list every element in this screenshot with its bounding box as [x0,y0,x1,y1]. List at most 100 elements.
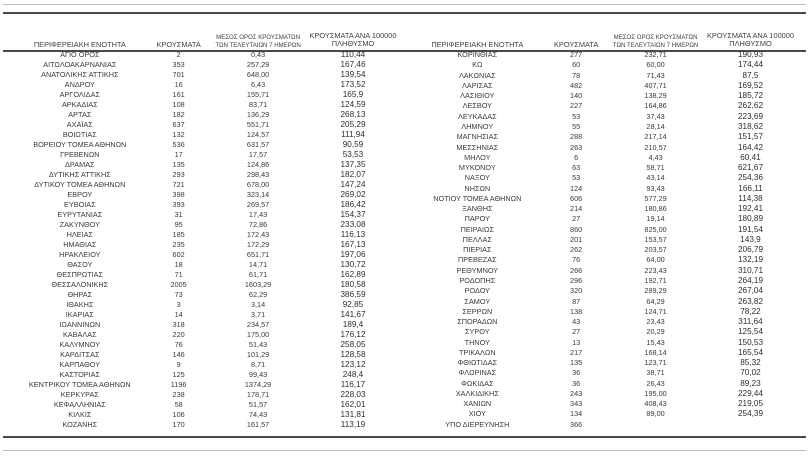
cases-cell: 393 [172,200,185,209]
per100k-cell: 113,19 [340,420,366,429]
regional-table-left: ΠΕΡΙΦΕΡΕΙΑΚΗ ΕΝΟΤΗΤΑ ΚΡΟΥΣΜΑΤΑ ΜΕΣΟΣ ΟΡΟ… [12,14,400,430]
avg7-cell: 71,43 [646,70,665,80]
per100k-cell: 151,57 [737,132,764,142]
table-row: ΣΠΟΡΑΔΩΝ 43 23,43 311,64 [410,317,798,327]
header-cases: ΚΡΟΥΣΜΑΤΑ [553,40,599,49]
avg7-cell: 217,14 [644,132,667,142]
avg7-cell: 93,43 [646,183,665,193]
per100k-cell: 205,29 [340,120,366,129]
avg7-cell: 51,43 [248,340,268,349]
cases-cell: 536 [172,140,185,149]
table-row: ΜΕΣΣΗΝΙΑΣ 263 210,57 164,42 [410,142,798,152]
per100k-cell: 167,46 [340,60,366,69]
avg7-cell: 37,43 [646,111,665,121]
cases-cell: 108 [172,100,185,109]
table-row: ΛΕΣΒΟΥ 227 164,86 262,62 [410,101,798,111]
cases-cell: 262 [570,245,583,255]
table-row: ΚΕΦΑΛΛΗΝΙΑΣ 58 51,57 162,01 [12,400,400,410]
per100k-cell: 123,12 [340,360,366,369]
cases-cell: 220 [172,330,185,339]
region-cell: ΚΩ [472,60,483,70]
avg7-cell: 3,14 [250,300,266,309]
avg7-cell: 407,71 [644,80,667,90]
cases-cell: 201 [570,234,583,244]
per100k-cell: 254,36 [737,173,764,183]
per100k-cell: 162,89 [340,270,366,279]
avg7-cell: 192,71 [644,275,667,285]
per100k-cell: 124,59 [340,100,366,109]
cases-cell: 140 [570,91,583,101]
cases-cell: 78 [572,70,581,80]
region-cell: ΝΗΣΩΝ [464,183,491,193]
region-cell: ΠΙΕΡΙΑΣ [463,245,492,255]
region-cell: ΜΕΣΣΗΝΙΑΣ [456,142,499,152]
table-row: ΕΥΡΥΤΑΝΙΑΣ 31 17,43 154,37 [12,210,400,220]
avg7-cell: 825,00 [644,224,667,234]
table-row: ΔΥΤΙΚΟΥ ΤΟΜΕΑ ΑΘΗΝΩΝ 721 678,00 147,24 [12,180,400,190]
avg7-cell: 51,57 [248,400,268,409]
cases-cell: 217 [570,347,583,357]
table-row: ΑΙΤΩΛΟΑΚΑΡΝΑΝΙΑΣ 353 257,29 167,46 [12,60,400,70]
cases-cell: 138 [570,306,583,316]
cases-cell: 343 [570,399,583,409]
table-body-left: ΑΓΙΟ ΟΡΟΣ 2 0,43 110,44 ΑΙΤΩΛΟΑΚΑΡΝΑΝΙΑΣ 353 2… [12,50,400,430]
table-row: ΦΛΩΡΙΝΑΣ 36 38,71 70,02 [410,368,798,378]
region-cell: ΑΡΚΑΔΙΑΣ [61,100,98,109]
per100k-cell: 85,32 [740,358,761,368]
per100k-cell: 53,53 [342,150,364,159]
region-cell: ΒΟΡΕΙΟΥ ΤΟΜΕΑ ΑΘΗΝΩΝ [33,140,127,149]
per100k-cell: 165,54 [737,347,764,357]
table-row: ΛΑΚΩΝΙΑΣ 78 71,43 87,5 [410,71,798,81]
per100k-cell: 233,08 [340,220,366,229]
cases-cell: 227 [570,101,583,111]
bottom-thick-rule [3,436,806,438]
cases-cell: 238 [172,390,185,399]
per100k-cell: 258,05 [340,340,366,349]
per100k-cell: 92,85 [342,300,364,309]
region-cell: ΘΑΣΟΥ [67,260,93,269]
per100k-cell: 264,19 [737,275,764,285]
header-underline [3,50,806,52]
header-avg7-line2: ΤΩΝ ΤΕΛΕΥΤΑΙΩΝ 7 ΗΜΕΡΩΝ [612,41,699,49]
per100k-cell: 141,67 [340,310,366,319]
cases-cell: 18 [174,260,183,269]
cases-cell: 135 [570,358,583,368]
region-cell: ΚΕΦΑΛΛΗΝΙΑΣ [53,400,106,409]
per100k-cell [704,420,797,430]
avg7-cell: 28,14 [646,121,665,131]
avg7-cell: 203,57 [644,245,667,255]
table-row: ΚΕΡΚΥΡΑΣ 238 178,71 228,03 [12,390,400,400]
avg7-cell: 232,71 [644,50,667,60]
region-cell: ΙΚΑΡΙΑΣ [65,310,94,319]
per100k-cell: 111,94 [341,130,365,139]
region-cell: ΚΕΝΤΡΙΚΟΥ ΤΟΜΕΑ ΑΘΗΝΩΝ [28,380,131,389]
cases-cell: 71 [174,270,183,279]
region-cell: ΚΑΛΥΜΝΟΥ [59,340,101,349]
per100k-cell: 114,38 [738,193,763,203]
table-row: ΕΥΒΟΙΑΣ 393 269,57 186,42 [12,200,400,210]
table-body-right: ΚΟΡΙΝΘΙΑΣ 277 232,71 190,93 ΚΩ 60 60,00 174,44 Λ… [410,50,798,430]
cases-cell: 185 [172,230,185,239]
avg7-cell: 15,43 [646,337,665,347]
table-row: ΧΙΟΥ 134 89,00 254,39 [410,409,798,419]
region-cell: ΡΕΘΥΜΝΟΥ [456,265,499,275]
table-row: ΚΟΡΙΝΘΙΑΣ 277 232,71 190,93 [410,50,798,60]
per100k-cell: 116,13 [340,230,366,239]
table-row: ΗΜΑΘΙΑΣ 235 172,29 167,13 [12,240,400,250]
cases-cell: 288 [570,132,583,142]
table-row: ΒΟΡΕΙΟΥ ΤΟΜΕΑ ΑΘΗΝΩΝ 536 631,57 90,59 [12,140,400,150]
region-cell: ΘΕΣΣΑΛΟΝΙΚΗΣ [51,280,109,289]
per100k-cell: 90,59 [342,140,364,149]
region-cell: ΧΙΟΥ [468,409,486,419]
per100k-cell: 176,12 [340,330,366,339]
avg7-cell: 0,43 [250,50,266,59]
per100k-cell: 132,19 [737,255,764,265]
header-per100k-line2: ΠΛΗΘΥΣΜΟ [331,39,375,49]
avg7-cell: 678,00 [246,180,270,189]
avg7-cell: 155,71 [246,90,270,99]
cases-cell: 36 [572,368,581,378]
region-cell: ΒΟΙΩΤΙΑΣ [62,130,97,139]
region-cell: ΔΥΤΙΚΟΥ ΤΟΜΕΑ ΑΘΗΝΩΝ [34,180,126,189]
table-row: ΘΗΡΑΣ 73 62,29 386,59 [12,290,400,300]
cases-cell: 366 [570,419,583,429]
